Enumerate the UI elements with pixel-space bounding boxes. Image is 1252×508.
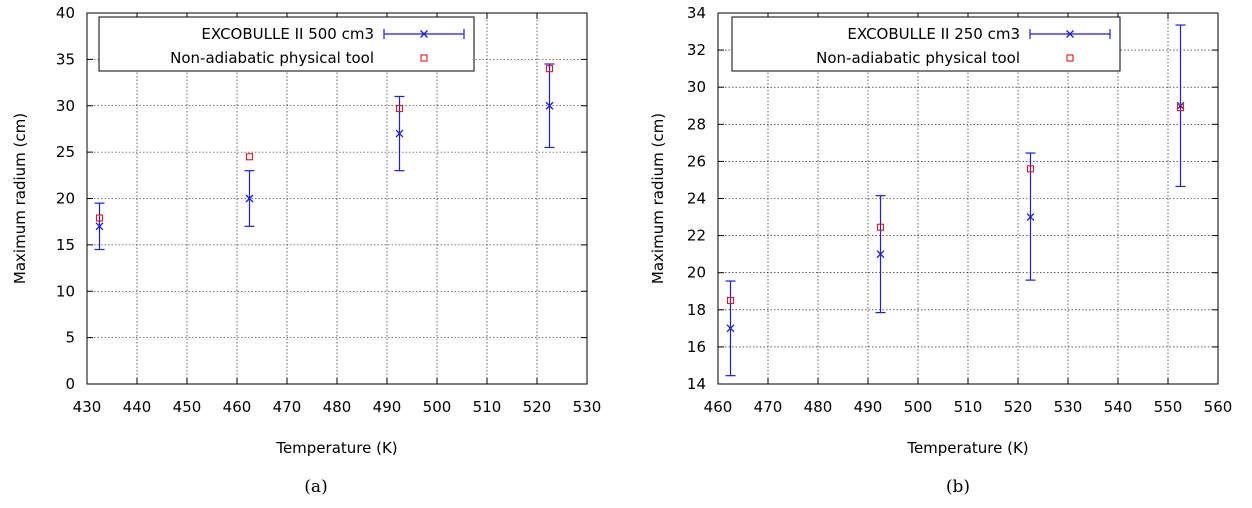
y-tick-label: 35: [56, 50, 75, 68]
x-axis-label: Temperature (K): [275, 439, 397, 457]
series-measured: [725, 24, 1186, 377]
data-point-square: [1176, 104, 1185, 112]
panel-a: 430 440 450 460 470 480 490 500 510 520 5300510152…: [11, 4, 601, 497]
y-tick-label: 26: [687, 152, 706, 170]
x-tick-label: 510: [473, 398, 502, 416]
x-tick-label: 540: [1104, 398, 1133, 416]
series-measured: [94, 63, 555, 251]
x-axis-label: Temperature (K): [906, 439, 1028, 457]
x-tick-label: 520: [1004, 398, 1033, 416]
y-tick-label: 20: [56, 190, 75, 208]
y-tick-label: 22: [687, 227, 706, 245]
x-tick-label: 490: [854, 398, 883, 416]
x-tick-label: 470: [754, 398, 783, 416]
legend-label: EXCOBULLE II 250 cm3: [847, 25, 1020, 43]
legend-swatch-marker: [420, 54, 428, 62]
data-point-x: [395, 129, 404, 138]
panel-b: 460 470 480 490 500 510 520 530 540 550 560 14 16 18 2…: [649, 4, 1232, 497]
data-point-x: [1026, 213, 1035, 222]
legend-label: EXCOBULLE II 500 cm3: [201, 25, 374, 43]
series-model: [726, 104, 1185, 305]
y-tick-label: 20: [687, 264, 706, 282]
y-tick-label: 25: [56, 143, 75, 161]
x-tick-label: 530: [1054, 398, 1083, 416]
x-tick-label: 520: [523, 398, 552, 416]
legend-label: Non-adiabatic physical tool: [170, 49, 374, 67]
x-tick-label: 560: [1204, 398, 1233, 416]
data-point-square: [545, 65, 554, 73]
x-tick-label: 500: [904, 398, 933, 416]
x-tick-label: 490: [373, 398, 402, 416]
x-tick-label: 510: [954, 398, 983, 416]
data-point-x: [545, 101, 554, 110]
x-tick-label: 480: [323, 398, 352, 416]
y-tick-label: 28: [687, 115, 706, 133]
plot-frame: [717, 12, 1219, 385]
y-tick-label: 0: [65, 375, 75, 393]
x-tick-label: 470: [273, 398, 302, 416]
data-point-x-stroke: [876, 250, 885, 259]
y-tick-label: 24: [687, 190, 706, 208]
y-axis-label: Maximum radium (cm): [649, 113, 667, 284]
x-tick-label: 480: [804, 398, 833, 416]
data-point-square: [876, 223, 885, 231]
y-tick-label: 30: [687, 78, 706, 96]
data-point-x-stroke: [95, 222, 104, 231]
data-point-x: [245, 194, 254, 203]
data-point-square: [95, 214, 104, 222]
x-tick-label: 460: [223, 398, 252, 416]
data-point-x-stroke: [245, 194, 254, 203]
legend-label: Non-adiabatic physical tool: [816, 49, 1020, 67]
legend-swatch-marker: [1066, 30, 1074, 38]
legend-box: [98, 16, 475, 72]
x-tick-label: 500: [423, 398, 452, 416]
data-point-x-stroke: [1026, 213, 1035, 222]
data-point-x: [726, 324, 735, 333]
data-point-square: [245, 153, 254, 161]
legend-swatch-marker: [420, 30, 428, 38]
data-point-x-stroke: [395, 129, 404, 138]
y-tick-label: 34: [687, 4, 706, 22]
data-point-x-stroke: [726, 324, 735, 333]
x-tick-label: 550: [1154, 398, 1183, 416]
y-tick-label: 40: [56, 4, 75, 22]
legend-box: [731, 16, 1121, 72]
data-point-x: [876, 250, 885, 259]
x-tick-label: 530: [573, 398, 602, 416]
data-point-x: [95, 222, 104, 231]
y-tick-label: 14: [687, 375, 706, 393]
x-tick-label: 440: [123, 398, 152, 416]
x-tick-label: 430: [73, 398, 102, 416]
plot-frame: [86, 12, 588, 385]
data-point-square: [1026, 165, 1035, 173]
data-point-square: [726, 296, 735, 305]
y-tick-label: 18: [687, 301, 706, 319]
x-tick-label: 450: [173, 398, 202, 416]
x-tick-label: 460: [704, 398, 733, 416]
y-tick-label: 30: [56, 97, 75, 115]
data-point-x-stroke: [545, 101, 554, 110]
y-tick-label: 32: [687, 41, 706, 59]
y-axis-label: Maximum radium (cm): [11, 113, 29, 284]
panel-caption: (b): [946, 477, 970, 497]
legend-swatch-marker: [1066, 54, 1074, 62]
y-tick-label: 16: [687, 338, 706, 356]
series-model: [95, 65, 554, 222]
data-point-square: [395, 104, 404, 113]
data-point-x: [1176, 101, 1185, 110]
y-tick-label: 10: [56, 282, 75, 300]
panel-caption: (a): [304, 477, 327, 497]
y-tick-label: 5: [65, 329, 75, 347]
y-tick-label: 15: [56, 236, 75, 254]
data-point-x-stroke: [1176, 101, 1185, 110]
